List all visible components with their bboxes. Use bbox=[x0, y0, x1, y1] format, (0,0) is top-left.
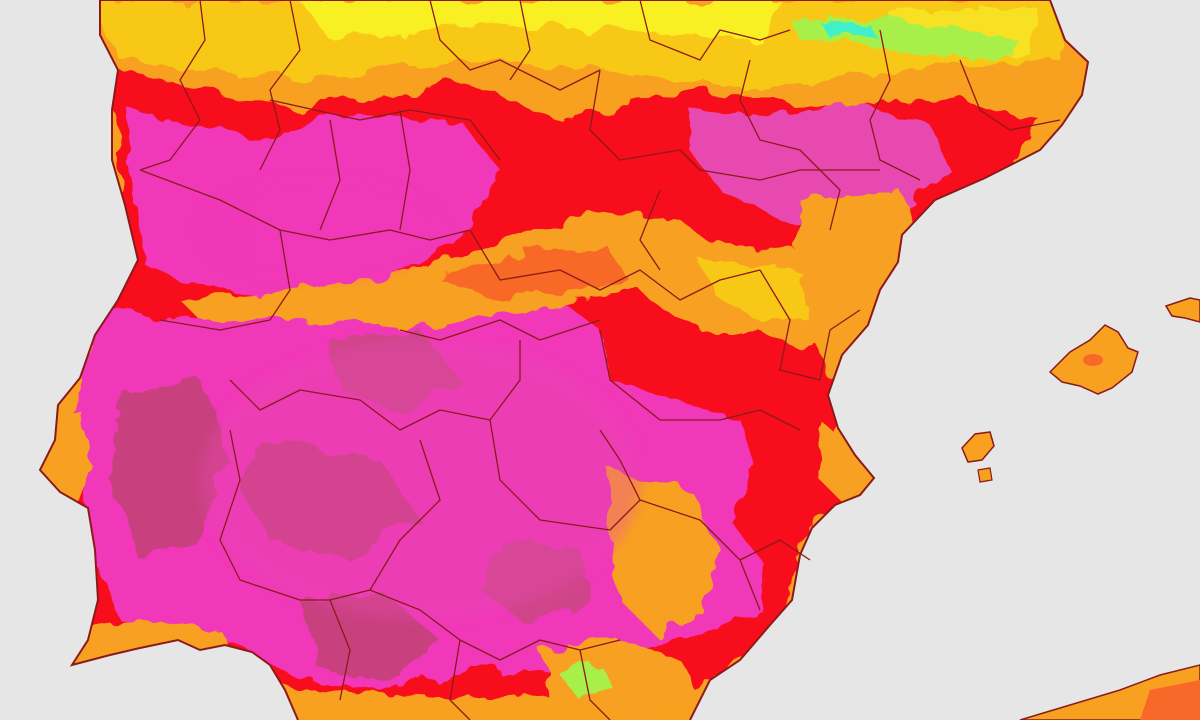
menorca bbox=[1164, 297, 1200, 323]
province-borders bbox=[139, 0, 1061, 720]
mallorca bbox=[1048, 324, 1139, 395]
coastline bbox=[38, 0, 1090, 720]
north-africa-coast bbox=[1019, 664, 1200, 720]
ibiza bbox=[961, 431, 995, 483]
